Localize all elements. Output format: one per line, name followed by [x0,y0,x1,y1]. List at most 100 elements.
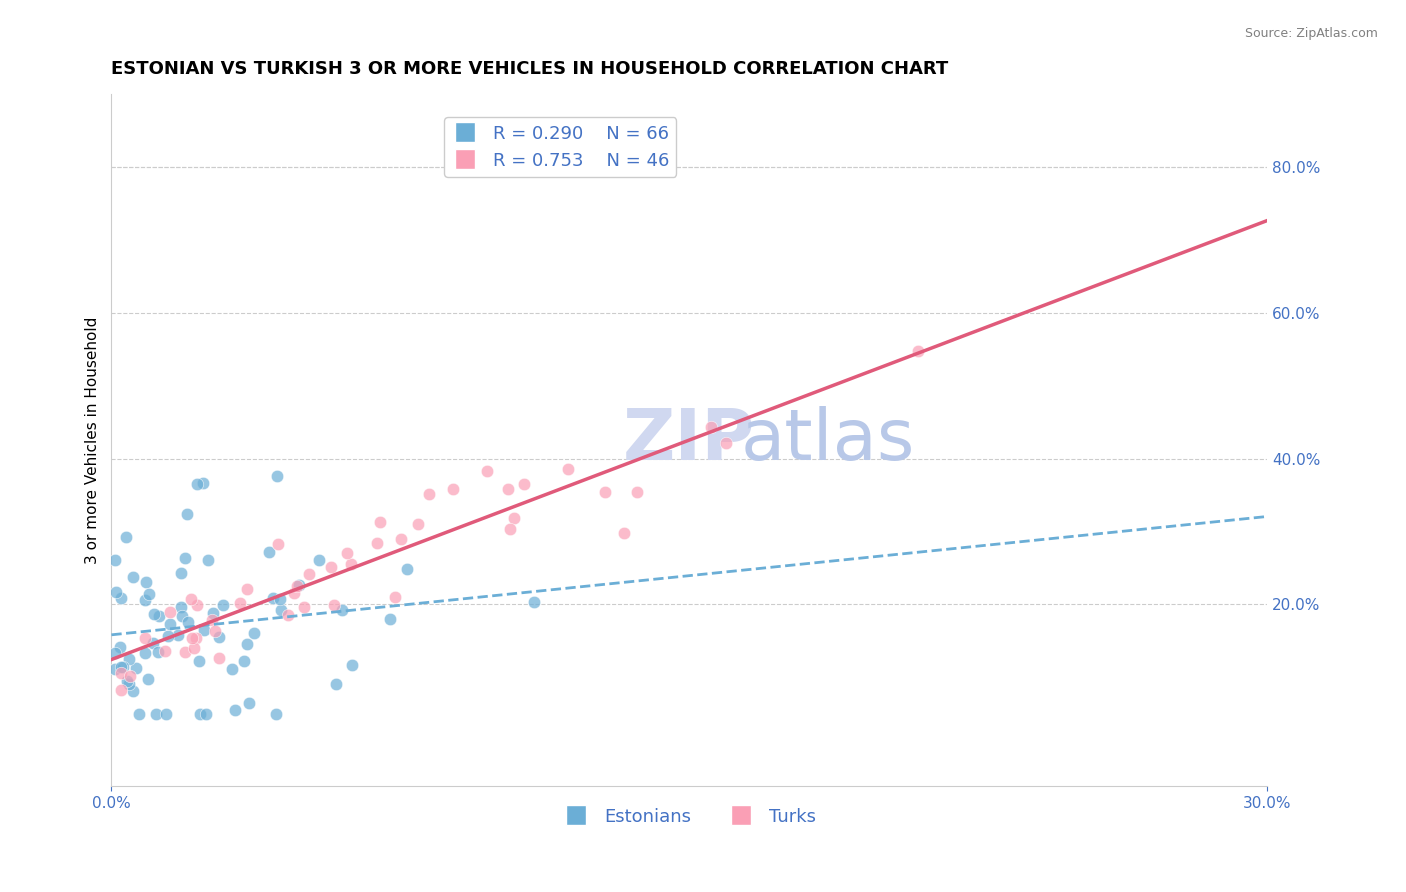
Point [105,585,128,599]
Legend: Estonians, Turks: Estonians, Turks [555,800,823,833]
Point [110,640,132,654]
Point [242,625,264,640]
Point [287,578,309,592]
Point [224,703,246,717]
Point [308,553,330,567]
Point [340,658,363,673]
Point [159,606,181,620]
Point [135,575,157,590]
Point [384,590,406,604]
Point [285,579,308,593]
Point [297,567,319,582]
Point [174,644,197,658]
Point [395,562,418,576]
Point [146,645,169,659]
Point [159,616,181,631]
Point [153,644,176,658]
Point [134,592,156,607]
Point [366,535,388,549]
Point [498,522,520,536]
Point [120,668,142,682]
Point [110,660,132,674]
Text: Source: ZipAtlas.com: Source: ZipAtlas.com [1244,27,1378,40]
Point [143,607,166,622]
Point [283,586,305,600]
Point [174,550,197,565]
Point [292,600,315,615]
Point [201,606,224,620]
Point [115,674,138,689]
Point [269,592,291,607]
Point [613,526,636,541]
Point [134,646,156,660]
Point [188,706,211,721]
Point [118,652,141,666]
Point [125,661,148,675]
Point [626,484,648,499]
Point [330,602,353,616]
Point [233,654,256,668]
Point [229,595,252,609]
Point [197,553,219,567]
Point [134,631,156,645]
Text: ZIP: ZIP [623,406,755,475]
Point [266,468,288,483]
Point [208,631,231,645]
Point [177,615,200,630]
Point [236,582,259,597]
Point [211,599,233,613]
Point [110,683,132,698]
Point [593,484,616,499]
Point [128,706,150,721]
Point [110,591,132,605]
Point [321,560,343,574]
Point [406,516,429,531]
Point [138,587,160,601]
Point [277,608,299,623]
Point [257,545,280,559]
Point [121,569,143,583]
Point [142,636,165,650]
Point [262,591,284,605]
Point [557,462,579,476]
Point [186,477,208,491]
Point [193,623,215,637]
Point [264,706,287,721]
Text: ESTONIAN VS TURKISH 3 OR MORE VEHICLES IN HOUSEHOLD CORRELATION CHART: ESTONIAN VS TURKISH 3 OR MORE VEHICLES I… [111,60,949,78]
Point [475,464,498,478]
Point [167,628,190,642]
Point [195,706,218,721]
Point [208,651,231,665]
Point [699,419,721,434]
Point [204,624,226,639]
Point [170,600,193,615]
Point [110,665,132,680]
Point [441,482,464,496]
Point [138,672,160,686]
Point [238,696,260,710]
Point [104,646,127,660]
Point [155,706,177,721]
Point [112,660,135,674]
Point [336,546,359,560]
Point [121,684,143,698]
Text: atlas: atlas [741,406,915,475]
Point [267,537,290,551]
Point [118,677,141,691]
Point [523,595,546,609]
Point [503,511,526,525]
Point [270,603,292,617]
Point [325,677,347,691]
Point [104,662,127,676]
Point [169,566,191,580]
Point [370,516,392,530]
Point [115,530,138,544]
Point [221,662,243,676]
Point [716,436,738,450]
Point [236,637,259,651]
Point [156,629,179,643]
Point [186,598,208,612]
Point [104,552,127,566]
Point [184,631,207,645]
Point [183,641,205,656]
